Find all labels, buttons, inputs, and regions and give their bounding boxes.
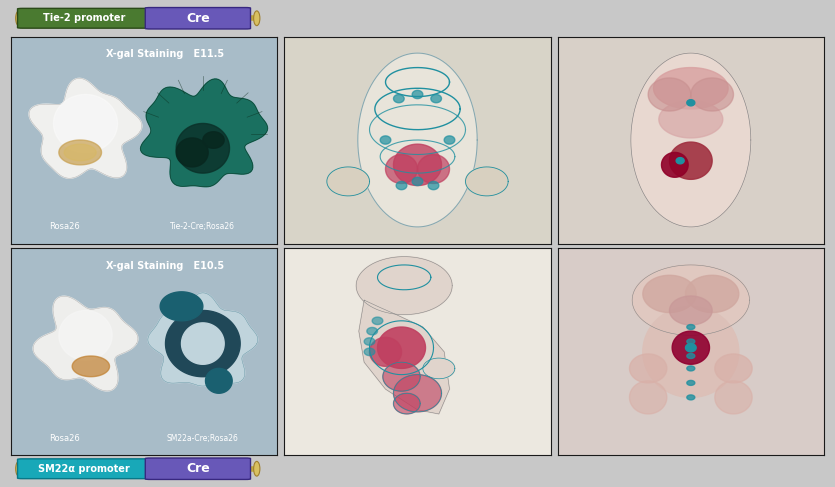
Polygon shape bbox=[659, 101, 723, 138]
Polygon shape bbox=[431, 94, 442, 103]
Polygon shape bbox=[33, 296, 138, 391]
Polygon shape bbox=[715, 354, 752, 383]
Polygon shape bbox=[64, 144, 96, 161]
Polygon shape bbox=[687, 366, 695, 371]
Polygon shape bbox=[58, 140, 102, 165]
Polygon shape bbox=[423, 358, 455, 379]
Polygon shape bbox=[176, 124, 230, 173]
Polygon shape bbox=[661, 152, 688, 177]
Polygon shape bbox=[393, 375, 442, 412]
Polygon shape bbox=[676, 158, 684, 164]
Polygon shape bbox=[687, 324, 695, 330]
Polygon shape bbox=[29, 78, 142, 178]
Polygon shape bbox=[670, 142, 712, 179]
Polygon shape bbox=[428, 182, 439, 189]
Polygon shape bbox=[715, 381, 752, 414]
Polygon shape bbox=[165, 311, 240, 376]
Polygon shape bbox=[412, 177, 423, 186]
Text: SM22a-Cre;Rosa26: SM22a-Cre;Rosa26 bbox=[167, 434, 239, 443]
Polygon shape bbox=[176, 138, 208, 167]
Polygon shape bbox=[357, 257, 453, 315]
Polygon shape bbox=[364, 348, 375, 356]
Polygon shape bbox=[632, 265, 750, 335]
Polygon shape bbox=[412, 91, 423, 98]
Polygon shape bbox=[648, 78, 691, 111]
Polygon shape bbox=[444, 136, 455, 144]
Polygon shape bbox=[372, 317, 382, 324]
Polygon shape bbox=[687, 395, 695, 400]
Polygon shape bbox=[326, 167, 370, 196]
Polygon shape bbox=[630, 53, 751, 227]
Ellipse shape bbox=[16, 461, 22, 476]
Polygon shape bbox=[643, 306, 739, 397]
Polygon shape bbox=[393, 393, 420, 414]
Polygon shape bbox=[643, 275, 696, 313]
Polygon shape bbox=[670, 296, 712, 325]
Polygon shape bbox=[418, 154, 449, 184]
Polygon shape bbox=[687, 354, 695, 358]
Polygon shape bbox=[359, 300, 449, 414]
Polygon shape bbox=[393, 144, 442, 186]
Polygon shape bbox=[382, 362, 420, 391]
Polygon shape bbox=[377, 327, 426, 368]
Polygon shape bbox=[203, 132, 224, 148]
Polygon shape bbox=[160, 292, 203, 321]
Polygon shape bbox=[687, 100, 695, 106]
Text: Rosa26: Rosa26 bbox=[48, 222, 79, 231]
Polygon shape bbox=[205, 369, 232, 393]
Polygon shape bbox=[386, 154, 418, 184]
FancyBboxPatch shape bbox=[145, 458, 250, 479]
Polygon shape bbox=[367, 327, 377, 335]
Text: Cre: Cre bbox=[186, 12, 210, 25]
Polygon shape bbox=[630, 381, 667, 414]
Text: X-gal Staining   E11.5: X-gal Staining E11.5 bbox=[106, 49, 225, 59]
Polygon shape bbox=[630, 354, 667, 383]
Text: X-gal Staining   E10.5: X-gal Staining E10.5 bbox=[106, 261, 225, 271]
Polygon shape bbox=[380, 136, 391, 144]
Polygon shape bbox=[654, 68, 728, 109]
Polygon shape bbox=[370, 337, 402, 366]
Polygon shape bbox=[357, 53, 478, 227]
Polygon shape bbox=[393, 94, 404, 103]
Text: Cre: Cre bbox=[186, 462, 210, 475]
FancyBboxPatch shape bbox=[145, 7, 250, 29]
Ellipse shape bbox=[16, 11, 22, 26]
Polygon shape bbox=[58, 311, 112, 360]
Text: Tie-2 promoter: Tie-2 promoter bbox=[43, 13, 125, 23]
Polygon shape bbox=[148, 293, 258, 386]
Text: Rosa26: Rosa26 bbox=[48, 434, 79, 443]
Polygon shape bbox=[53, 94, 118, 152]
Polygon shape bbox=[465, 167, 509, 196]
Polygon shape bbox=[686, 344, 696, 352]
Polygon shape bbox=[687, 380, 695, 385]
Polygon shape bbox=[691, 78, 733, 111]
Text: Tie-2-Cre;Rosa26: Tie-2-Cre;Rosa26 bbox=[170, 222, 235, 231]
Ellipse shape bbox=[254, 11, 260, 26]
Polygon shape bbox=[72, 356, 109, 376]
FancyBboxPatch shape bbox=[18, 8, 150, 28]
Ellipse shape bbox=[254, 461, 260, 476]
Polygon shape bbox=[687, 339, 695, 344]
Polygon shape bbox=[140, 79, 267, 187]
FancyBboxPatch shape bbox=[18, 459, 150, 479]
Polygon shape bbox=[672, 331, 710, 364]
Polygon shape bbox=[396, 182, 407, 189]
Polygon shape bbox=[181, 323, 224, 364]
Text: SM22α promoter: SM22α promoter bbox=[38, 464, 129, 474]
Polygon shape bbox=[686, 275, 739, 313]
Polygon shape bbox=[364, 338, 375, 345]
